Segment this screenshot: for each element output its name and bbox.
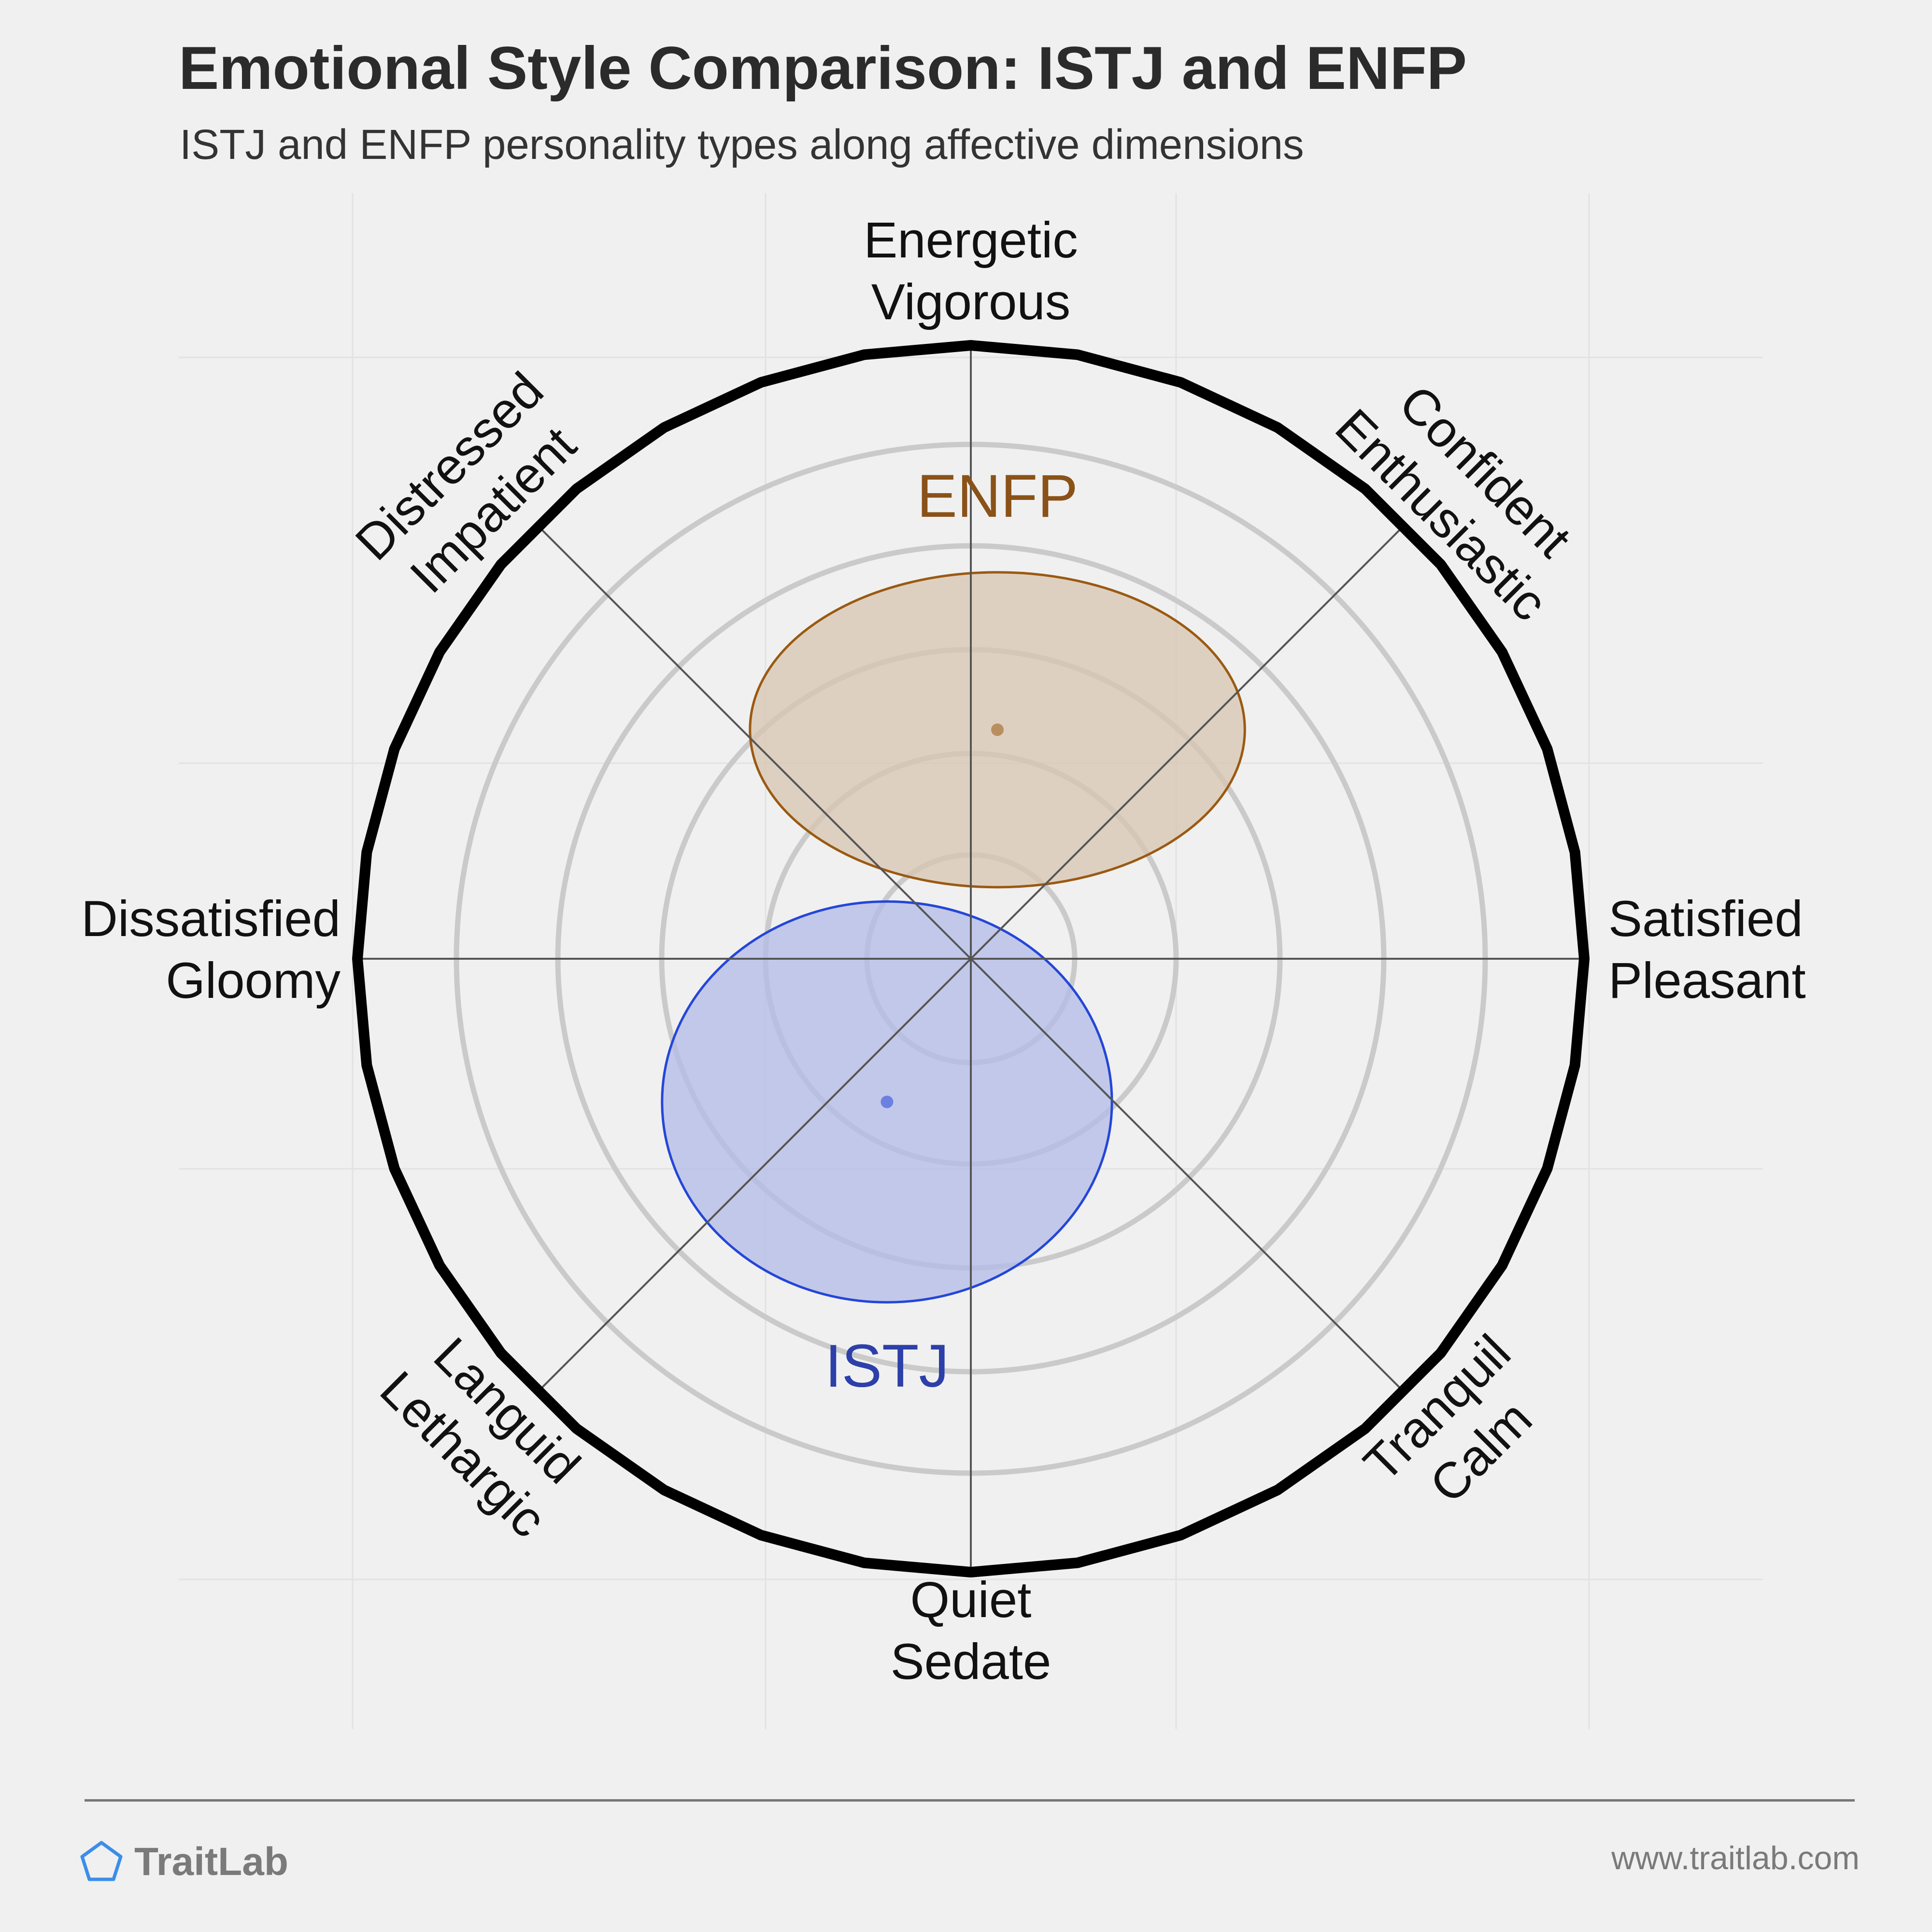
axis-label-line: Energetic	[864, 212, 1078, 269]
axis-label-line: Quiet	[910, 1572, 1032, 1628]
axis-label-line: Gloomy	[166, 952, 341, 1009]
brand-name: TraitLab	[134, 1840, 288, 1884]
axis-line-se	[970, 958, 1406, 1393]
axis-line-nw	[536, 524, 972, 960]
outer-boundary	[352, 340, 1590, 1577]
axis-lines	[357, 345, 1584, 1572]
istj-label: ISTJ	[825, 1333, 949, 1400]
enfp-label: ENFP	[917, 463, 1078, 530]
chart-subtitle: ISTJ and ENFP personality types along af…	[180, 121, 1304, 168]
axis-line-ne	[970, 524, 1406, 960]
axis-label-line: Vigorous	[871, 274, 1071, 330]
axis-label-line: Dissatisfied	[81, 891, 341, 947]
axis-line-sw	[536, 958, 972, 1393]
outer-ring	[352, 340, 1590, 1577]
chart-title: Emotional Style Comparison: ISTJ and ENF…	[179, 35, 1467, 102]
footer-url[interactable]: www.traitlab.com	[1611, 1840, 1860, 1876]
pentagon-icon	[80, 1841, 123, 1881]
type-labels: ENFP ISTJ	[825, 463, 1078, 1400]
axis-label-s: Quiet Sedate	[891, 1572, 1051, 1690]
axis-label-line: Sedate	[891, 1634, 1051, 1690]
axis-label-line: Pleasant	[1608, 952, 1806, 1009]
type-regions	[661, 571, 1246, 1304]
istj-center-point	[881, 1095, 894, 1108]
axis-label-line: Satisfied	[1608, 891, 1803, 947]
brand-logo[interactable]: TraitLab	[77, 1835, 288, 1889]
enfp-center-point	[991, 723, 1004, 736]
footer-divider	[85, 1799, 1855, 1802]
